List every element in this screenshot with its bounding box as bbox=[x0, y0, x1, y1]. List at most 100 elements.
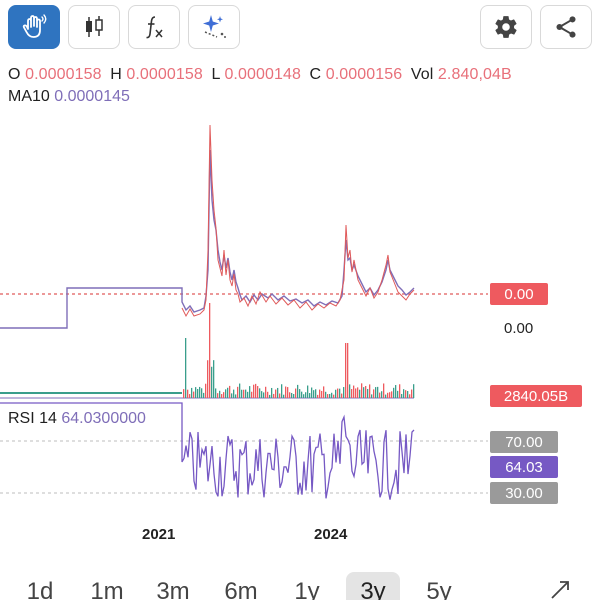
volume-bar bbox=[363, 387, 365, 398]
volume-bar bbox=[331, 392, 333, 398]
volume-bar bbox=[351, 389, 353, 398]
ai-insights-button[interactable] bbox=[188, 5, 240, 49]
high-value: 0.0000158 bbox=[126, 66, 203, 83]
close-value: 0.0000156 bbox=[325, 66, 403, 83]
volume-bar bbox=[321, 390, 323, 398]
period-selector: 1d 1m 3m 6m 1y 3y 5y bbox=[0, 568, 600, 600]
period-6m[interactable]: 6m bbox=[224, 578, 258, 600]
volume-bar bbox=[411, 389, 413, 398]
volume-bar bbox=[371, 394, 373, 398]
period-5y[interactable]: 5y bbox=[426, 578, 452, 600]
ma-value: 0.0000145 bbox=[54, 88, 130, 105]
volume-bar bbox=[399, 384, 401, 398]
volume-bar bbox=[323, 386, 325, 398]
volume-bar bbox=[265, 386, 267, 398]
volume-bars bbox=[183, 303, 415, 398]
volume-bar bbox=[229, 385, 231, 398]
volume-bar bbox=[383, 383, 385, 398]
volume-bar bbox=[319, 389, 321, 398]
rsi-value: 64.0300000 bbox=[61, 410, 146, 427]
volume-bar bbox=[211, 366, 213, 398]
volume-bar bbox=[343, 387, 345, 398]
volume-bar bbox=[235, 394, 237, 398]
volume-bar bbox=[397, 390, 399, 398]
volume-bar bbox=[273, 393, 275, 398]
volume-bar bbox=[267, 391, 269, 398]
volume-bar bbox=[249, 386, 251, 398]
volume-bar bbox=[213, 360, 215, 398]
volume-bar bbox=[391, 391, 393, 398]
period-1m[interactable]: 1m bbox=[90, 578, 124, 600]
volume-bar bbox=[209, 303, 211, 398]
volume-bar bbox=[259, 388, 261, 398]
volume-bar bbox=[361, 383, 363, 398]
volume-bar bbox=[385, 394, 387, 398]
x-axis-year-label: 2024 bbox=[314, 526, 348, 543]
high-label: H bbox=[110, 66, 122, 83]
rsi-label: RSI 14 bbox=[8, 410, 57, 427]
volume-bar bbox=[247, 391, 249, 398]
volume-bar bbox=[191, 387, 193, 398]
volume-bar bbox=[409, 394, 411, 398]
x-axis-year-label: 2021 bbox=[142, 526, 176, 543]
volume-bar bbox=[251, 391, 253, 398]
period-1y[interactable]: 1y bbox=[294, 578, 320, 600]
period-3m[interactable]: 3m bbox=[156, 578, 190, 600]
price-chart[interactable] bbox=[0, 110, 600, 520]
gear-icon bbox=[495, 16, 517, 38]
volume-bar bbox=[225, 389, 227, 398]
volume-bar bbox=[231, 393, 233, 398]
volume-bar bbox=[389, 392, 391, 398]
volume-bar bbox=[205, 383, 207, 398]
volume-bar bbox=[327, 394, 329, 398]
volume-bar bbox=[245, 389, 247, 398]
volume-bar bbox=[353, 385, 355, 398]
volume-bar bbox=[379, 392, 381, 398]
volume-bar bbox=[357, 387, 359, 398]
share-button[interactable] bbox=[540, 5, 592, 49]
draw-mode-button[interactable] bbox=[8, 5, 60, 49]
volume-bar bbox=[313, 390, 315, 398]
rsi-upper-tag: 70.00 bbox=[490, 431, 558, 453]
fullscreen-expand-icon[interactable] bbox=[548, 580, 572, 600]
indicator-function-button[interactable] bbox=[128, 5, 180, 49]
candlestick-button[interactable] bbox=[68, 5, 120, 49]
volume-bar bbox=[201, 388, 203, 398]
volume-tag: 2840.05B bbox=[490, 385, 582, 407]
ma-line bbox=[0, 149, 415, 329]
period-3y[interactable]: 3y bbox=[346, 572, 400, 600]
volume-bar bbox=[221, 394, 223, 398]
settings-button[interactable] bbox=[480, 5, 532, 49]
function-icon bbox=[146, 16, 163, 39]
volume-bar bbox=[215, 388, 217, 398]
volume-bar bbox=[405, 390, 407, 398]
volume-bar bbox=[335, 389, 337, 398]
volume-bar bbox=[203, 392, 205, 398]
volume-bar bbox=[275, 389, 277, 398]
volume-bar bbox=[227, 387, 229, 398]
volume-bar bbox=[359, 389, 361, 398]
volume-bar bbox=[395, 385, 397, 398]
volume-bar bbox=[193, 391, 195, 398]
volume-bar bbox=[237, 386, 239, 398]
volume-bar bbox=[195, 387, 197, 398]
volume-bar bbox=[325, 391, 327, 398]
volume-bar bbox=[373, 389, 375, 398]
low-label: L bbox=[211, 66, 220, 83]
price-axis-label: 0.00 bbox=[504, 320, 534, 337]
volume-bar bbox=[223, 392, 225, 398]
volume-bar bbox=[187, 389, 189, 398]
rsi-readout: RSI 14 64.0300000 bbox=[8, 410, 146, 428]
volume-bar bbox=[289, 392, 291, 398]
period-1d[interactable]: 1d bbox=[26, 578, 54, 600]
volume-bar bbox=[197, 389, 199, 398]
volume-bar bbox=[317, 394, 319, 398]
volume-bar bbox=[301, 391, 303, 398]
volume-bar bbox=[355, 388, 357, 398]
volume-bar bbox=[255, 383, 257, 398]
volume-bar bbox=[183, 389, 185, 398]
volume-bar bbox=[261, 391, 263, 398]
volume-bar bbox=[381, 391, 383, 398]
volume-bar bbox=[233, 389, 235, 398]
volume-bar bbox=[279, 393, 281, 398]
